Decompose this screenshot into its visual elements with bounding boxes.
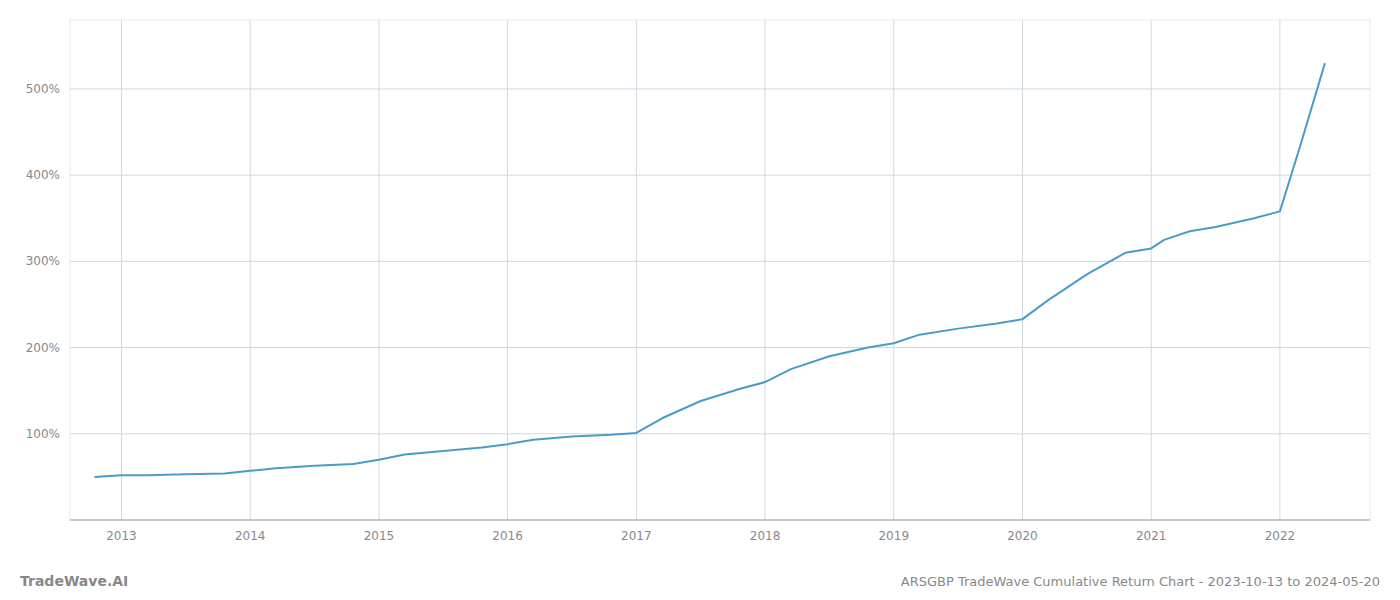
- grid-line-x: [121, 20, 122, 520]
- x-tick-label: 2013: [106, 529, 137, 543]
- grid: [70, 20, 1370, 520]
- x-tick-label: 2021: [1136, 529, 1167, 543]
- plot-area: [94, 63, 1324, 477]
- line: [94, 63, 1324, 477]
- grid-line-x: [1022, 20, 1023, 520]
- x-tick-label: 2019: [878, 529, 909, 543]
- grid-line-y: [70, 88, 1370, 89]
- title: ARSGBP TradeWave Cumulative Return Chart…: [901, 574, 1380, 589]
- x-tick-label: 2015: [364, 529, 395, 543]
- x-tick-label: 2017: [621, 529, 652, 543]
- watermark: TradeWave.AI: [20, 573, 128, 589]
- grid-line-y: [70, 261, 1370, 262]
- grid-line-x: [765, 20, 766, 520]
- x-tick-label: 2016: [492, 529, 523, 543]
- y-tick-label: 400%: [26, 168, 60, 182]
- grid-line-x: [893, 20, 894, 520]
- grid-line-y: [70, 433, 1370, 434]
- grid-line-x: [1279, 20, 1280, 520]
- y-tick-label: 200%: [26, 341, 60, 355]
- y-tick-label: 500%: [26, 82, 60, 96]
- x-tick-label: 2014: [235, 529, 266, 543]
- x-tick-label: 2022: [1265, 529, 1296, 543]
- y-tick-label: 300%: [26, 254, 60, 268]
- grid-line-y: [70, 347, 1370, 348]
- grid-line-x: [1151, 20, 1152, 520]
- grid-line-y: [70, 175, 1370, 176]
- grid-line-x: [636, 20, 637, 520]
- x-tick-label: 2020: [1007, 529, 1038, 543]
- x-tick-label: 2018: [750, 529, 781, 543]
- plot-frame: [70, 20, 1370, 520]
- y-tick-label: 100%: [26, 427, 60, 441]
- grid-line-x: [378, 20, 379, 520]
- grid-line-x: [250, 20, 251, 520]
- x-axis-line: [70, 520, 1370, 521]
- chart: 2013 2014 2015 2016 2017 2018 2019 2020 2021 2022…: [0, 0, 1400, 600]
